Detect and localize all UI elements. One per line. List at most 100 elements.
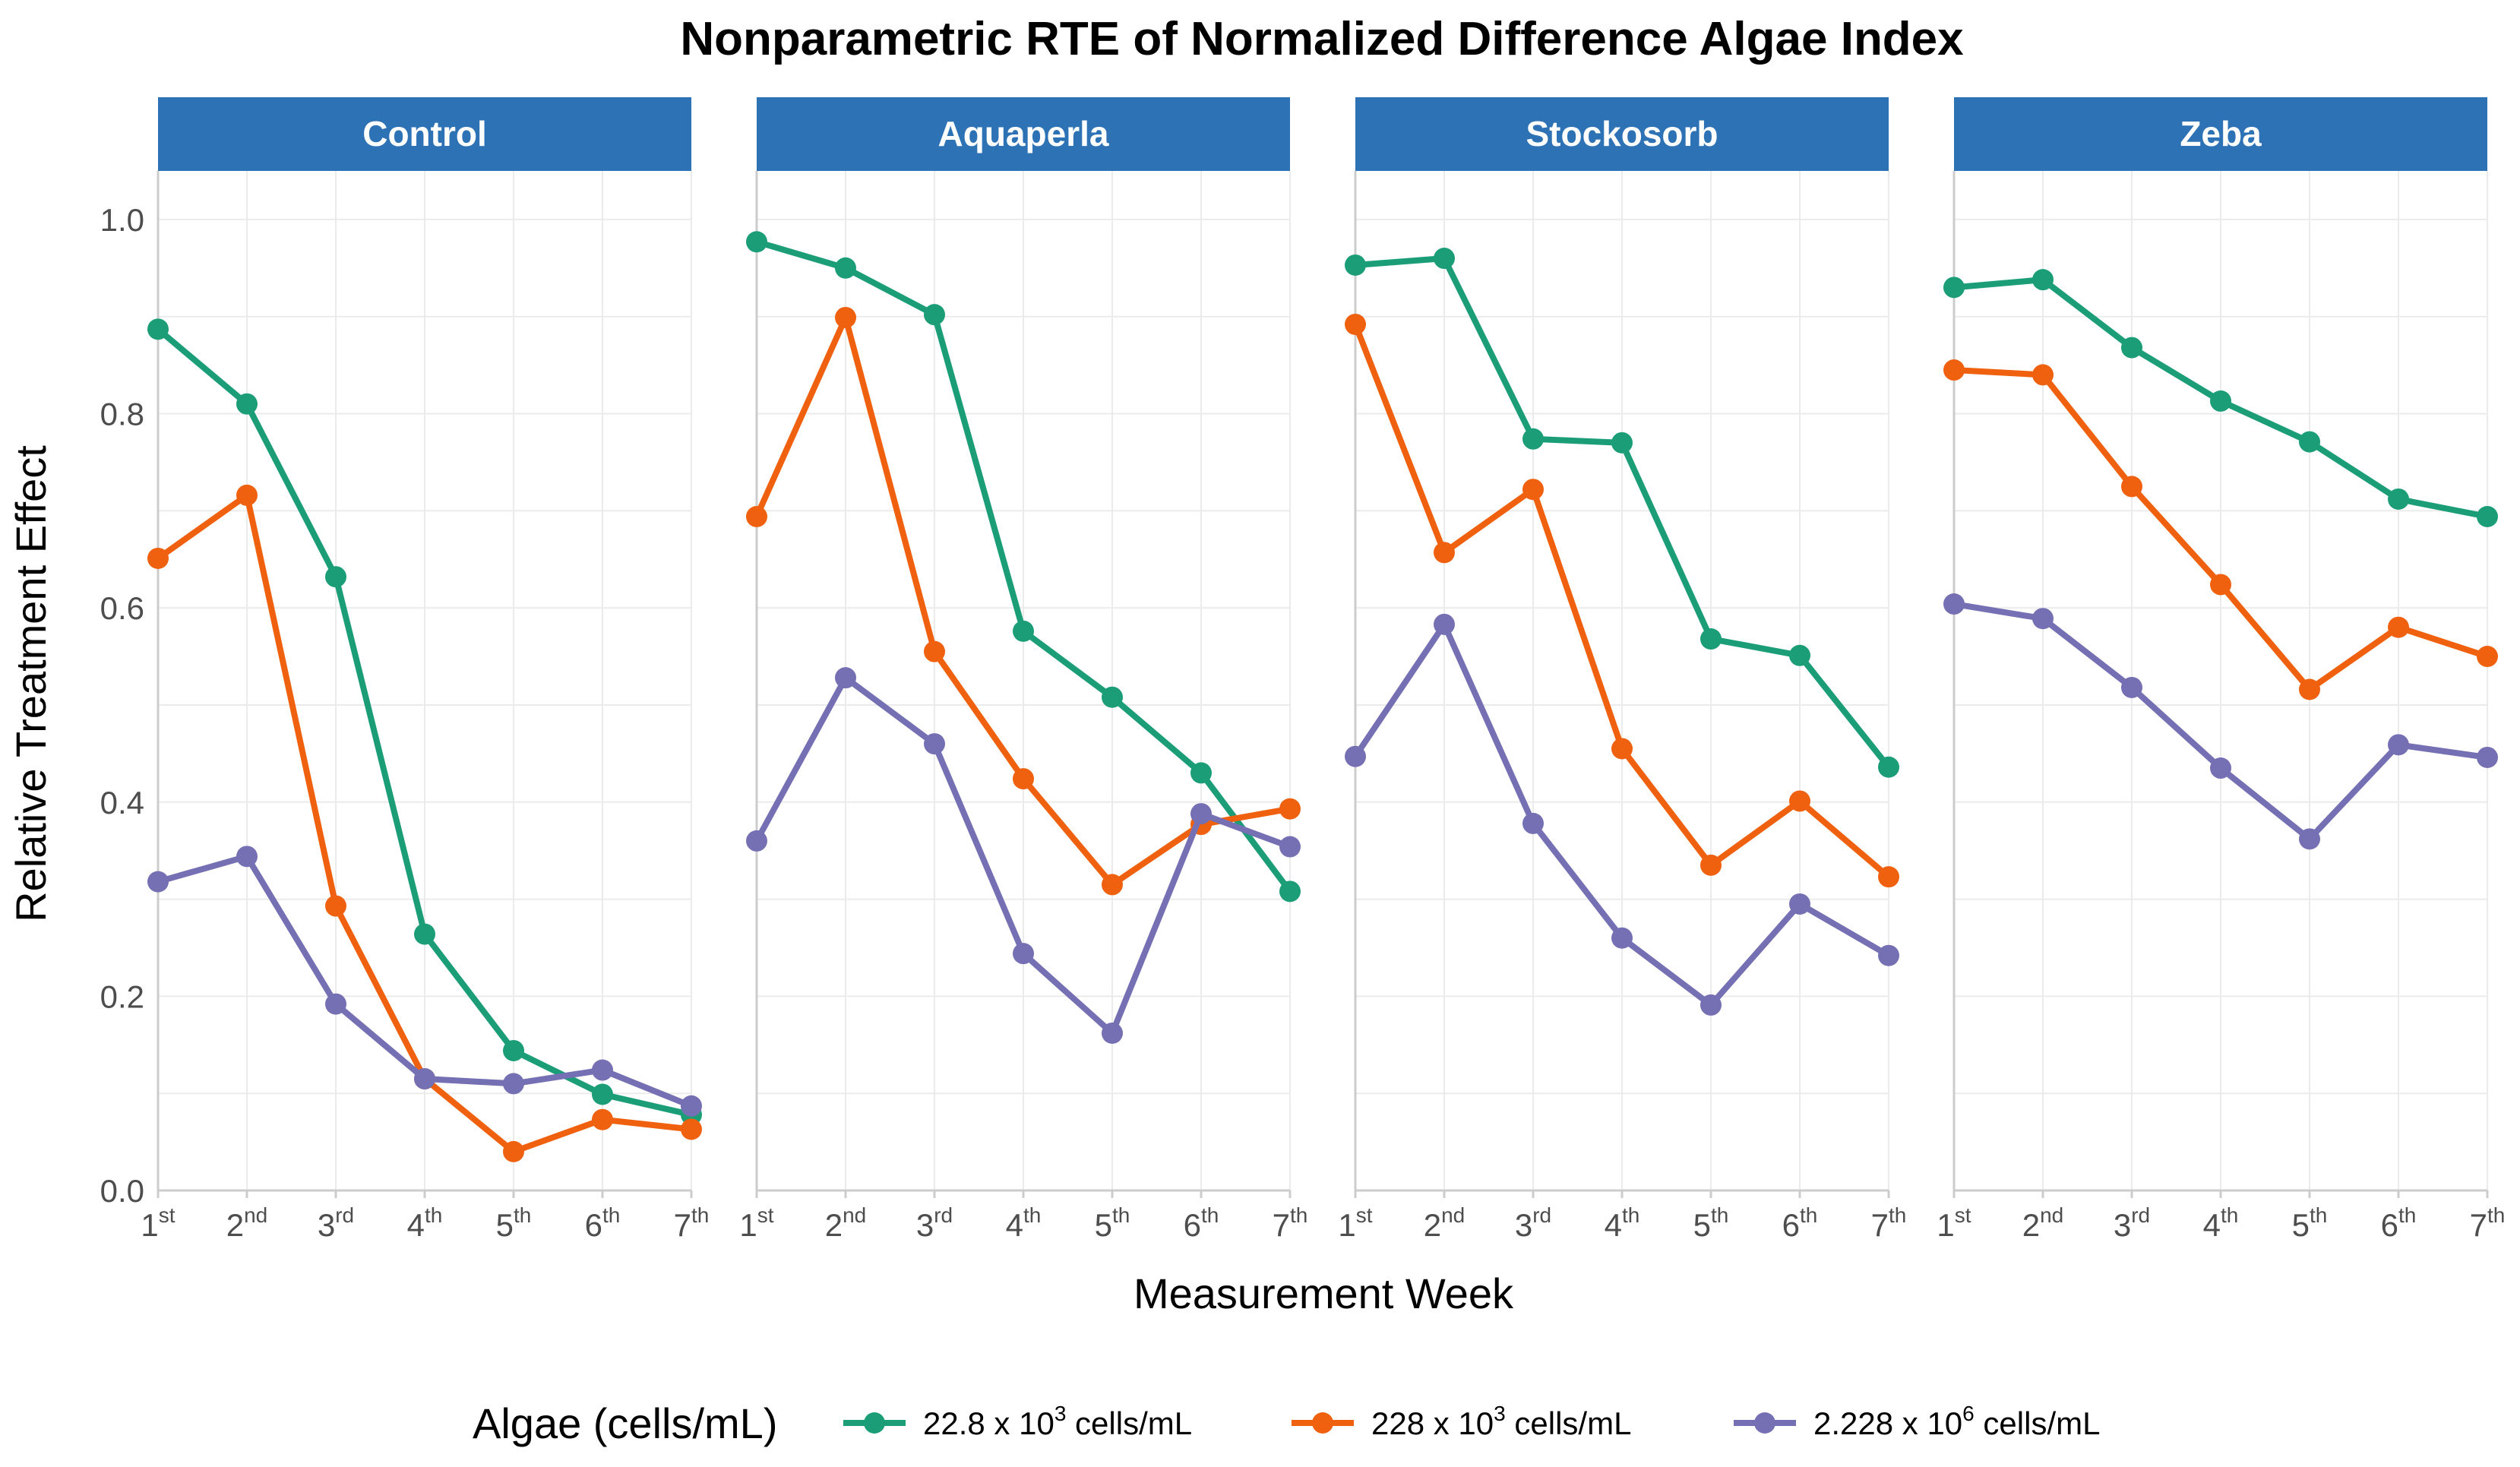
text-part: 6 (1184, 1207, 1201, 1243)
data-point (592, 1083, 613, 1105)
data-point (503, 1140, 524, 1162)
text-part: 6 (2381, 1207, 2398, 1243)
data-point (2032, 364, 2054, 386)
superscript: 6 (1962, 1402, 1975, 1425)
text-part: cells/mL (1975, 1405, 2101, 1441)
series-0 (1943, 269, 2498, 528)
data-point (2477, 506, 2498, 528)
text-part: 5 (2292, 1207, 2310, 1243)
superscript: nd (2040, 1203, 2063, 1227)
data-point (746, 506, 767, 528)
data-point (147, 547, 169, 569)
data-point (1345, 745, 1366, 767)
x-tick-label: 2nd (1424, 1203, 1466, 1243)
superscript: nd (1441, 1203, 1465, 1227)
superscript: th (1800, 1203, 1817, 1227)
legend-key-point (1312, 1412, 1333, 1434)
x-tick-label: 2nd (825, 1203, 867, 1243)
data-point (1789, 644, 1810, 666)
text-part: 4 (2203, 1207, 2221, 1243)
y-tick-label: 0.0 (100, 1173, 144, 1209)
data-point (1013, 943, 1034, 965)
data-point (1279, 798, 1301, 820)
y-tick-label: 0.4 (100, 785, 144, 820)
data-point (1190, 762, 1212, 784)
facet-strip (757, 97, 1290, 171)
superscript: st (1955, 1203, 1971, 1227)
series-0 (746, 231, 1301, 903)
data-point (414, 1068, 435, 1090)
text-part: 22.8 x 10 (923, 1405, 1054, 1441)
data-point (414, 923, 435, 945)
data-point (2121, 337, 2142, 359)
superscript: st (1356, 1203, 1373, 1227)
data-point (1102, 1022, 1123, 1044)
data-point (1700, 994, 1722, 1016)
superscript: th (1889, 1203, 1906, 1227)
x-tick-label: 1st (141, 1203, 175, 1243)
x-tick-label: 1st (739, 1203, 773, 1243)
data-point (236, 484, 258, 506)
data-point (1700, 628, 1722, 650)
data-point (1700, 854, 1722, 876)
data-point (835, 667, 856, 689)
data-point (147, 318, 169, 340)
text-part: cells/mL (1506, 1405, 1632, 1441)
superscript: 3 (1494, 1402, 1506, 1425)
text-part: 4 (407, 1207, 425, 1243)
x-tick-label: 2nd (226, 1203, 268, 1243)
superscript: th (2487, 1203, 2505, 1227)
superscript: th (1023, 1203, 1041, 1227)
data-point (1102, 874, 1123, 896)
data-point (1611, 738, 1633, 760)
data-point (1522, 428, 1544, 450)
data-point (325, 566, 346, 588)
text-part: 7 (1871, 1207, 1889, 1243)
superscript: rd (934, 1203, 953, 1227)
gridlines (1953, 171, 2488, 1191)
data-point (1434, 248, 1455, 270)
y-tick-label: 0.8 (100, 397, 144, 432)
x-tick-label: 5th (1693, 1203, 1729, 1243)
series-2 (147, 846, 702, 1117)
data-point (2121, 676, 2142, 698)
x-tick-label: 6th (585, 1203, 621, 1243)
data-point (1434, 542, 1455, 564)
data-point (2032, 269, 2054, 291)
data-point (2299, 828, 2320, 850)
x-tick-label: 4th (1006, 1203, 1042, 1243)
facet-strip (158, 97, 691, 171)
y-tick-label: 0.6 (100, 590, 144, 626)
x-tick-label: 3rd (2114, 1203, 2150, 1243)
superscript: rd (1532, 1203, 1551, 1227)
text-part: 5 (1095, 1207, 1112, 1243)
data-point (681, 1118, 702, 1140)
x-tick-label: 1st (1937, 1203, 1971, 1243)
text-part: 7 (674, 1207, 691, 1243)
data-point (2210, 757, 2231, 779)
text-part: 4 (1006, 1207, 1023, 1243)
data-point (924, 733, 945, 755)
text-part: cells/mL (1066, 1405, 1192, 1441)
text-part: 1 (739, 1207, 757, 1243)
data-point (2210, 574, 2231, 596)
legend-item: 22.8 x 103 cells/mL (843, 1402, 1192, 1441)
x-tick-label: 7th (674, 1203, 710, 1243)
superscript: th (2398, 1203, 2416, 1227)
legend-item: 228 x 103 cells/mL (1292, 1402, 1631, 1441)
y-tick-label: 1.0 (100, 202, 144, 238)
x-tick-label: 4th (407, 1203, 443, 1243)
text-part: 3 (318, 1207, 335, 1243)
data-point (2032, 608, 2054, 630)
text-part: 2 (226, 1207, 244, 1243)
text-part: 5 (1693, 1207, 1711, 1243)
data-point (325, 993, 346, 1015)
data-point (325, 895, 346, 917)
legend-label: 22.8 x 103 cells/mL (923, 1402, 1192, 1441)
data-point (746, 830, 767, 852)
data-point (1878, 756, 1899, 778)
facet-strip (1954, 97, 2487, 171)
data-point (2477, 746, 2498, 768)
